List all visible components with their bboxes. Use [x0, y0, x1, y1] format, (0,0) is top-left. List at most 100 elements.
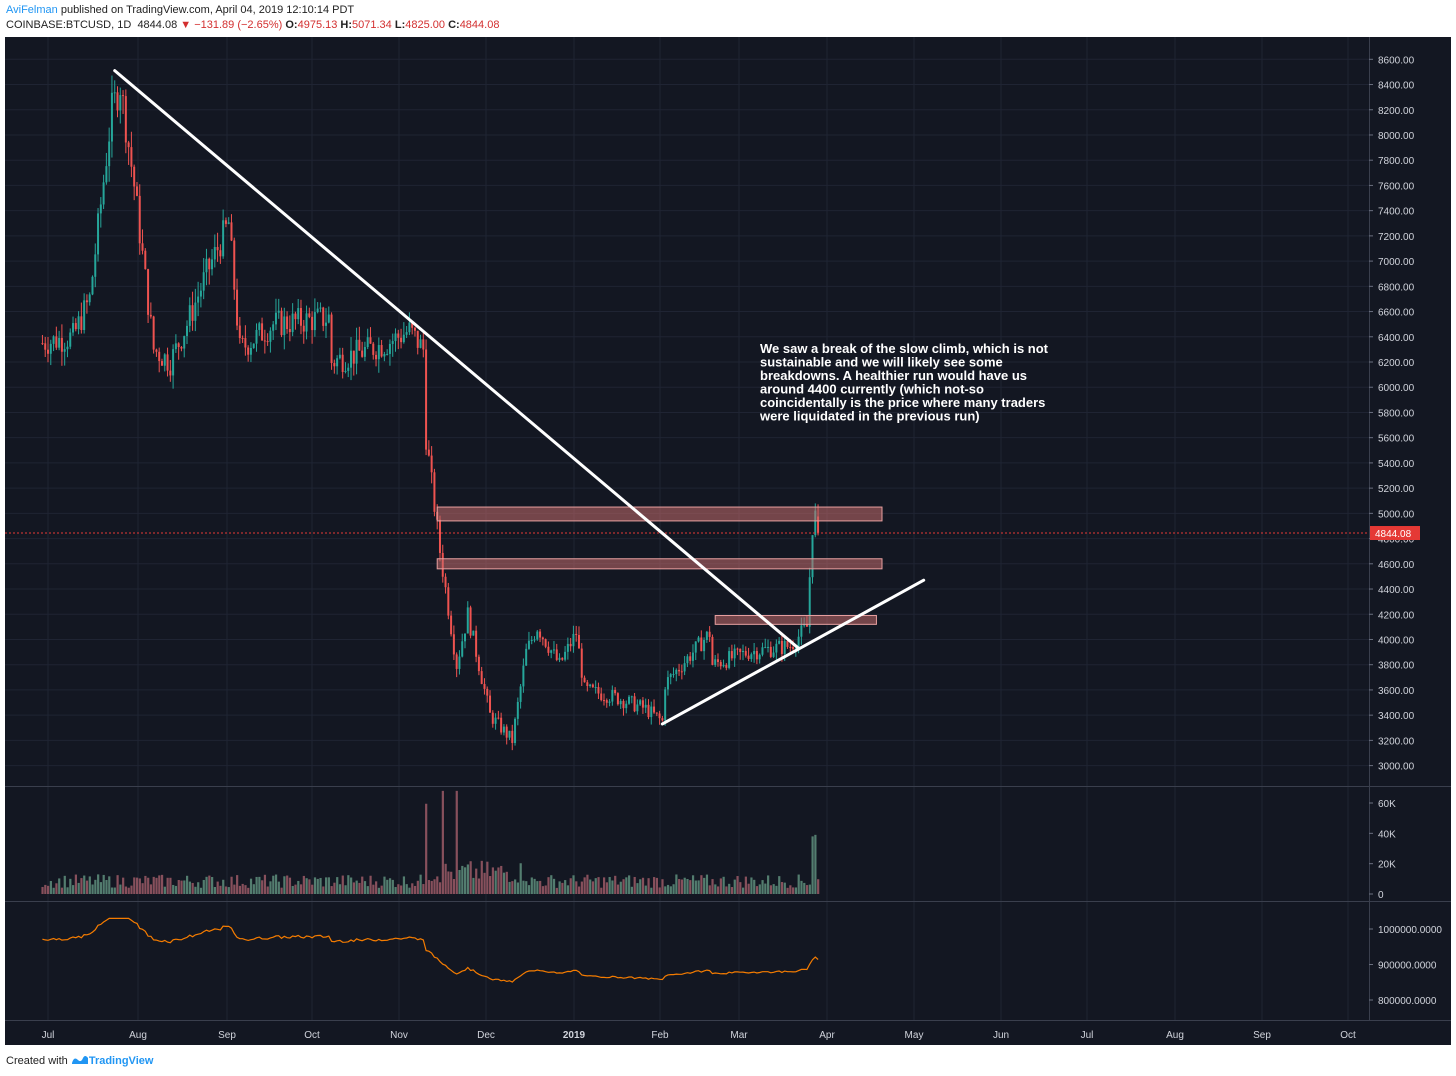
- candle-body: [149, 314, 152, 317]
- volume-bar: [291, 885, 294, 894]
- annotation-line: coincidentally is the price where many t…: [760, 395, 1045, 410]
- volume-bar: [249, 878, 253, 894]
- candle-body: [683, 663, 686, 672]
- volume-bar: [591, 881, 595, 894]
- candle-body: [183, 336, 186, 349]
- candle-body: [375, 354, 378, 360]
- volume-bar: [800, 880, 803, 894]
- candle-body: [144, 250, 147, 270]
- candle-body: [514, 718, 517, 743]
- volume-bar: [102, 874, 105, 894]
- candle-body: [411, 322, 414, 328]
- volume-bar: [208, 875, 211, 894]
- volume-bar: [611, 880, 614, 894]
- candle-body: [91, 276, 94, 295]
- volume-bar: [753, 879, 756, 894]
- volume-bar: [639, 879, 642, 894]
- candle-body: [505, 726, 508, 738]
- volume-bar: [544, 885, 547, 894]
- candle-body: [622, 700, 625, 709]
- candle-body: [88, 294, 91, 303]
- candle-body: [536, 631, 539, 640]
- volume-bar: [500, 865, 503, 894]
- volume-bar: [222, 879, 225, 894]
- volume-bar: [536, 881, 539, 894]
- author-link[interactable]: AviFelman: [6, 4, 58, 16]
- candle-body: [719, 662, 722, 667]
- candle-body: [803, 624, 806, 626]
- price-tick-label: 6600.00: [1378, 308, 1415, 319]
- candle-body: [330, 314, 333, 364]
- candle-body: [147, 269, 150, 315]
- price-chart[interactable]: 8600.00 8400.00 8200.00 8000.00 7800.00 7600.…: [5, 37, 1451, 1045]
- candle-body: [172, 349, 175, 376]
- volume-bar: [49, 880, 52, 894]
- candle-body: [469, 607, 472, 636]
- volume-bar: [725, 886, 728, 894]
- candle-body: [583, 677, 586, 683]
- volume-bar: [236, 875, 239, 894]
- price-tick-label: 3200.00: [1378, 736, 1415, 747]
- candle-body: [700, 637, 703, 652]
- volume-bar: [655, 877, 659, 894]
- candle-body: [525, 648, 528, 666]
- candle-body: [327, 314, 330, 323]
- low-label: L:: [394, 19, 406, 31]
- candle-body: [516, 701, 519, 719]
- volume-bar: [211, 877, 214, 894]
- volume-bar: [44, 884, 47, 894]
- candle-body: [397, 333, 400, 338]
- candle-body: [625, 703, 628, 709]
- candle-body: [177, 343, 180, 348]
- candle-body: [344, 370, 347, 372]
- candle-body: [461, 641, 464, 657]
- volume-bar: [814, 834, 817, 894]
- volume-bar: [619, 881, 622, 894]
- candle-body: [511, 730, 514, 743]
- candle-body: [472, 630, 475, 636]
- volume-bar: [47, 885, 50, 894]
- volume-bar: [472, 877, 475, 894]
- volume-bar: [552, 878, 556, 894]
- volume-bar: [330, 886, 333, 894]
- volume-bar: [661, 879, 664, 894]
- time-tick-label: Sep: [218, 1030, 236, 1041]
- annotation-line: around 4400 currently (which not-so: [760, 382, 984, 397]
- volume-bar: [658, 887, 661, 894]
- candle-body: [122, 95, 125, 97]
- volume-bar: [597, 877, 600, 894]
- volume-bar: [577, 886, 581, 894]
- candle-body: [736, 648, 739, 650]
- candle-body: [194, 302, 197, 321]
- tradingview-brand[interactable]: TradingView: [88, 1054, 154, 1067]
- candle-body: [58, 337, 61, 348]
- volume-bar: [199, 887, 203, 894]
- volume-bar: [580, 881, 583, 894]
- candle-body: [761, 647, 764, 655]
- candle-body: [105, 166, 108, 183]
- candle-body: [569, 643, 572, 647]
- candle-body: [497, 717, 500, 719]
- volume-bar: [313, 877, 317, 894]
- candle-body: [664, 689, 667, 721]
- price-tick-label: 5000.00: [1378, 509, 1415, 520]
- volume-bar: [444, 863, 447, 894]
- candle-body: [208, 258, 211, 270]
- volume-bar: [703, 877, 706, 894]
- candle-body: [489, 695, 492, 713]
- volume-bar: [716, 886, 720, 894]
- candle-body: [197, 296, 200, 303]
- candle-body: [594, 686, 597, 688]
- candle-body: [775, 643, 778, 653]
- volume-bar: [333, 882, 336, 894]
- candle-body: [530, 640, 533, 642]
- volume-bar: [792, 887, 795, 894]
- volume-bar: [689, 880, 692, 894]
- price-tick-label: 6200.00: [1378, 358, 1415, 369]
- volume-bar: [583, 877, 586, 894]
- candle-body: [297, 308, 300, 320]
- time-tick-label: Jul: [1081, 1030, 1094, 1041]
- volume-axis: 60K 40K 20K 0: [1369, 799, 1396, 901]
- candle-body: [97, 213, 100, 255]
- volume-bar: [308, 879, 311, 894]
